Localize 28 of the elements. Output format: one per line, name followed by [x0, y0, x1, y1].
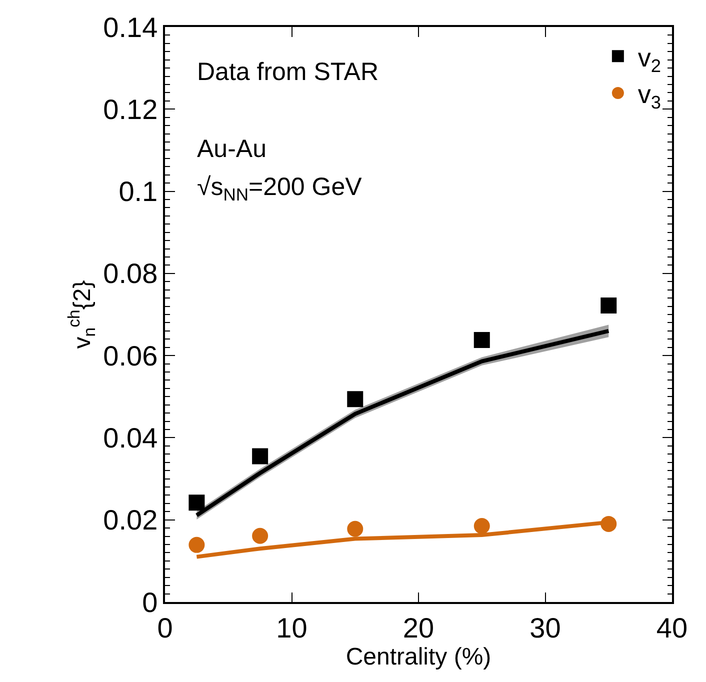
point [252, 528, 268, 544]
point [600, 516, 617, 532]
x-axis-title: Centrality (%) [346, 643, 492, 670]
annotation: Data from STAR [197, 58, 379, 86]
y-tick-label: 0.14 [103, 12, 158, 43]
point [347, 391, 364, 408]
point [600, 297, 617, 314]
y-tick-label: 0 [142, 586, 158, 618]
point [347, 520, 364, 537]
y-tick-label: 0.08 [103, 258, 158, 290]
x-tick-label: 40 [656, 612, 688, 644]
y-tick-label: 0.04 [103, 422, 158, 454]
point [188, 494, 205, 511]
point [474, 518, 490, 534]
annotation: Au-Au [197, 135, 266, 163]
y-tick-label: 0.02 [103, 504, 158, 536]
legend-label: v$_{3}$ [638, 79, 662, 113]
y-tick-label: 0.06 [103, 340, 158, 372]
point [474, 332, 490, 348]
x-tick-label: 30 [530, 612, 561, 644]
y-tick-label: 0.1 [118, 176, 158, 208]
x-tick-label: 10 [276, 612, 308, 644]
legend-label: v$_{2}$ [638, 42, 662, 76]
y-tick-label: 0.12 [103, 94, 158, 125]
point [188, 536, 205, 553]
annotation: √s$_{NN}$=200 GeV [197, 173, 362, 204]
x-tick-label: 20 [402, 612, 434, 644]
point [252, 448, 268, 464]
